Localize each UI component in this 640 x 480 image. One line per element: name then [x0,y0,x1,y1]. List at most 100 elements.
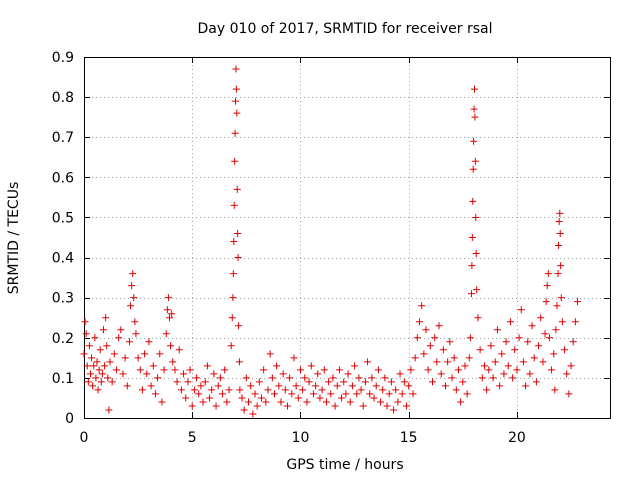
data-point [277,398,285,406]
data-point [132,330,140,338]
data-point [163,306,171,314]
data-point [279,370,287,378]
data-point [245,398,253,406]
data-point [115,334,123,342]
x-tick-label: 5 [188,430,197,446]
data-point [156,350,164,358]
data-point [232,97,240,105]
grid [84,57,610,418]
data-point [283,402,291,410]
data-point [411,354,419,362]
data-point [544,270,552,278]
data-point [234,229,242,237]
data-point [340,378,348,386]
data-point [299,386,307,394]
data-point [377,398,385,406]
data-point [296,366,304,374]
data-point [471,157,479,165]
data-point [108,378,116,386]
y-tick-label: 0.1 [52,371,74,387]
data-point [129,270,137,278]
data-point [385,390,393,398]
data-point [353,390,361,398]
data-point [554,270,562,278]
data-point [335,366,343,374]
data-point [197,382,205,390]
data-point [468,234,476,241]
data-point [478,374,486,382]
data-point [147,382,155,390]
data-point [131,318,139,326]
data-point [381,374,389,382]
data-point [322,398,330,406]
data-point [125,338,133,346]
data-point [379,386,387,394]
data-point [84,378,92,386]
data-point [301,374,309,382]
data-point [180,370,188,378]
x-tick-label: 15 [400,430,418,446]
data-point [229,270,237,278]
data-point [489,374,497,382]
data-point [338,394,346,402]
data-point [257,394,265,402]
data-point [398,390,406,398]
data-point [498,350,506,358]
data-point [513,366,521,374]
axis-ticks [84,57,610,419]
data-point [90,362,98,370]
y-tick-label: 0.2 [52,331,74,347]
data-point [569,338,577,346]
data-point [539,358,547,366]
data-point [167,342,175,350]
data-point [465,354,473,362]
data-point [485,366,493,374]
plot-border [84,57,611,419]
x-tick-label: 0 [80,430,89,446]
data-point [390,406,398,414]
data-point [558,318,566,326]
data-point [556,229,564,237]
data-point [128,282,136,290]
data-point [225,386,233,394]
data-point [86,370,94,378]
data-point [270,390,278,398]
y-tick-label: 0.7 [52,130,74,146]
data-point [355,374,363,382]
data-point [435,322,443,330]
data-point [556,209,564,217]
data-point [515,334,523,342]
data-point [429,378,437,386]
data-point [89,382,97,390]
data-point [149,362,157,370]
data-point [177,386,185,394]
data-point [97,378,105,386]
data-point [519,358,527,366]
data-point [555,217,563,225]
data-point [119,370,127,378]
data-point [491,358,499,366]
data-point [227,342,235,350]
data-point [164,294,172,302]
data-point [212,402,220,410]
data-point [454,366,462,374]
data-point [223,398,231,406]
data-point [112,366,120,374]
data-point [247,382,255,390]
x-tick-label: 20 [508,430,526,446]
data-point [433,358,441,366]
data-point [98,370,106,378]
data-point [158,398,166,406]
data-point [524,338,532,346]
data-point [99,326,107,334]
data-point [466,334,474,342]
data-point [565,390,573,398]
data-point [496,382,504,390]
data-point [554,242,562,250]
data-point [314,370,322,378]
data-point [91,334,99,342]
data-point [94,386,102,394]
data-point [253,402,261,410]
data-point [260,366,268,374]
data-point [351,362,359,370]
